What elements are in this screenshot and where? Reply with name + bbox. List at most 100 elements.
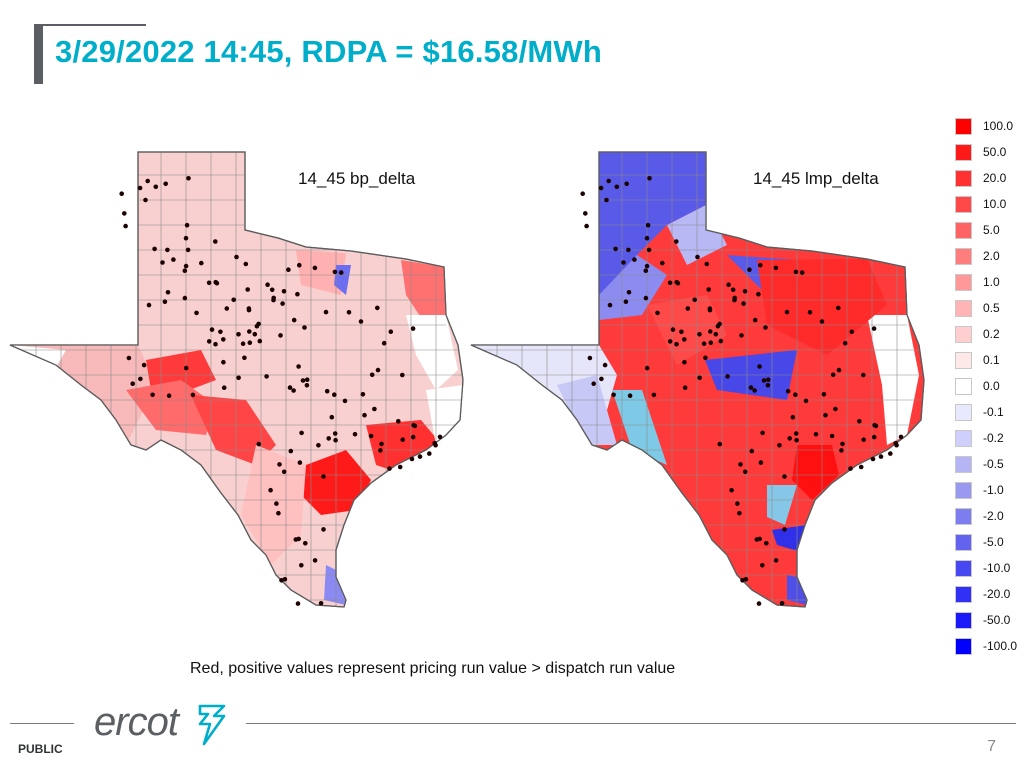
legend-swatch	[955, 248, 972, 265]
node-marker	[764, 541, 769, 546]
node-marker	[388, 329, 394, 334]
node-marker	[282, 577, 288, 582]
node-marker	[651, 392, 657, 398]
node-marker	[199, 260, 204, 266]
node-marker	[291, 317, 297, 323]
node-marker	[602, 362, 608, 368]
node-marker	[150, 392, 155, 398]
node-marker	[126, 355, 132, 361]
legend-swatch	[955, 586, 972, 603]
legend-swatch	[955, 170, 972, 187]
node-marker	[123, 223, 128, 229]
node-marker	[765, 383, 771, 388]
node-marker	[400, 372, 405, 378]
legend-label: -5.0	[983, 535, 1004, 549]
texas-map-lmp	[470, 151, 925, 608]
title-accent-bar	[34, 24, 43, 84]
node-marker	[221, 385, 227, 390]
node-marker	[893, 440, 898, 446]
node-marker	[326, 436, 332, 441]
node-marker	[793, 431, 799, 436]
node-marker	[221, 359, 226, 365]
node-marker	[752, 388, 757, 393]
node-marker	[400, 437, 406, 443]
legend-entry: -0.5	[950, 454, 1024, 474]
node-marker	[318, 601, 324, 606]
node-marker	[182, 268, 188, 273]
node-marker	[713, 331, 719, 337]
node-marker	[742, 289, 748, 294]
node-marker	[166, 393, 172, 398]
node-marker	[761, 378, 767, 383]
legend-label: 10.0	[983, 197, 1007, 211]
node-marker	[209, 327, 215, 332]
node-marker	[682, 359, 687, 365]
node-marker	[323, 309, 329, 315]
node-marker	[231, 297, 236, 303]
node-marker	[726, 282, 731, 287]
node-marker	[316, 443, 321, 448]
legend-entry: -1.0	[950, 480, 1024, 500]
map-lmp-delta: 14_45 lmp_delta	[467, 145, 937, 620]
node-marker	[338, 270, 344, 275]
node-marker	[160, 260, 165, 265]
node-marker	[213, 279, 218, 285]
node-marker	[256, 321, 261, 327]
node-marker	[138, 376, 143, 382]
node-marker	[268, 487, 273, 493]
node-marker	[760, 563, 765, 568]
node-marker	[358, 319, 364, 324]
node-marker	[707, 307, 713, 313]
node-marker	[171, 257, 176, 262]
node-marker	[281, 289, 287, 294]
node-marker	[122, 211, 127, 216]
legend-swatch	[955, 378, 972, 395]
node-marker	[329, 414, 335, 420]
node-marker	[299, 430, 304, 436]
node-marker	[674, 341, 679, 347]
node-marker	[432, 440, 438, 446]
node-marker	[368, 433, 374, 439]
node-marker	[119, 191, 124, 196]
node-marker	[378, 448, 383, 453]
node-marker	[674, 279, 679, 285]
node-marker	[685, 306, 691, 311]
node-marker	[247, 340, 253, 345]
legend-entry: -10.0	[950, 558, 1024, 578]
node-marker	[823, 412, 828, 418]
node-marker	[743, 577, 749, 582]
node-marker	[836, 367, 842, 373]
legend-label: -0.2	[983, 431, 1004, 445]
node-marker	[194, 310, 199, 316]
node-marker	[898, 434, 904, 440]
lightning-bolt-icon	[198, 704, 226, 746]
node-marker	[141, 362, 147, 368]
node-marker	[296, 364, 301, 369]
logo-wordmark: ercot	[94, 700, 179, 744]
node-marker	[206, 339, 212, 344]
legend-entry: 0.5	[950, 298, 1024, 318]
node-marker	[839, 448, 844, 453]
node-marker	[276, 510, 281, 516]
node-marker	[765, 377, 771, 382]
node-marker	[346, 310, 352, 315]
legend-label: 5.0	[983, 223, 1000, 237]
node-marker	[304, 377, 310, 382]
node-marker	[599, 376, 604, 382]
node-marker	[163, 181, 168, 187]
node-marker	[324, 388, 330, 394]
legend-swatch	[955, 508, 972, 525]
legend-label: 20.0	[983, 171, 1007, 185]
node-marker	[738, 462, 743, 467]
node-marker	[756, 601, 762, 606]
node-marker	[873, 423, 879, 429]
node-marker	[833, 406, 838, 412]
node-marker	[190, 392, 196, 398]
node-marker	[742, 469, 748, 475]
node-marker	[646, 247, 652, 253]
map-caption: Red, positive values represent pricing r…	[190, 660, 676, 677]
legend-swatch	[955, 638, 972, 655]
node-marker	[624, 181, 629, 187]
node-marker	[697, 332, 702, 337]
node-marker	[725, 374, 730, 379]
